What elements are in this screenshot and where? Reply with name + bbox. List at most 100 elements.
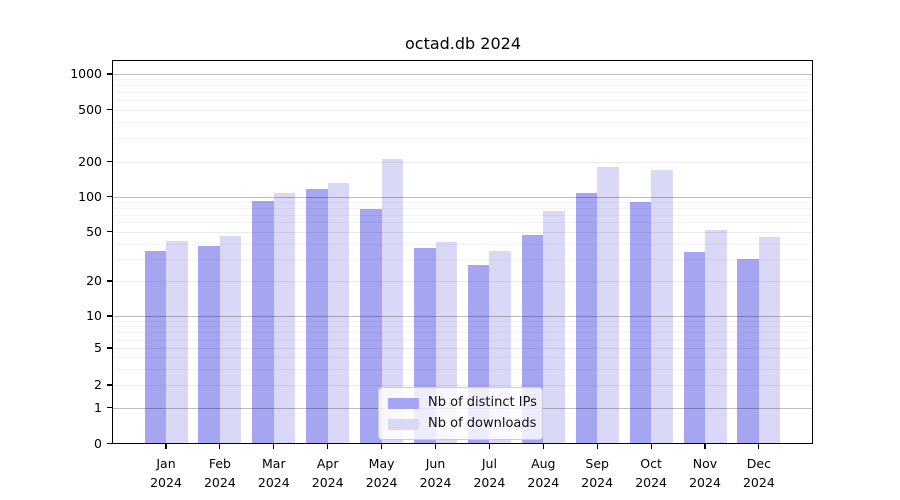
x-axis-tick-label: Nov 2024 (689, 456, 721, 490)
gridline-sub (113, 231, 812, 233)
bar-downloads-jan (166, 240, 188, 444)
bar-distinct-ips-apr (306, 189, 328, 444)
bar-distinct-ips-jan (144, 250, 166, 444)
x-axis-tick-label: Aug 2024 (527, 456, 560, 490)
x-axis-tick (488, 444, 490, 449)
gridline-minor (113, 332, 812, 334)
y-axis-tick (107, 315, 112, 317)
x-axis-tick (542, 444, 544, 449)
bar-distinct-ips-may (360, 209, 382, 444)
y-axis-tick-label: 20 (86, 273, 102, 288)
bar-distinct-ips-sep (575, 192, 598, 444)
y-axis-tick-label: 200 (78, 153, 102, 169)
y-axis-tick-label: 100 (78, 188, 102, 204)
x-axis-tick-label: Jul 2024 (473, 456, 506, 490)
bar-downloads-feb (219, 236, 242, 444)
bar-distinct-ips-dec (737, 259, 759, 444)
bar-downloads-apr (327, 183, 350, 444)
legend-entry-downloads: Nb of downloads (388, 416, 536, 432)
gridline-minor (113, 368, 812, 370)
x-axis-tick (381, 444, 383, 449)
bar-downloads-may (381, 158, 404, 444)
legend: Nb of distinct IPs Nb of downloads (378, 387, 543, 440)
gridline-minor (113, 138, 812, 140)
y-axis-tick-label: 5 (94, 340, 102, 355)
x-axis-tick (219, 444, 221, 449)
y-axis-tick (107, 108, 112, 111)
y-axis-tick-label: 10 (86, 308, 102, 323)
x-axis-tick-label: Jun 2024 (419, 456, 452, 490)
x-axis-tick-label: Apr 2024 (311, 456, 344, 490)
legend-swatch-downloads (388, 418, 419, 430)
x-axis-tick-label: Dec 2024 (742, 456, 775, 490)
y-axis-tick-label: 1000 (70, 66, 102, 81)
gridline-minor (113, 326, 812, 328)
x-axis-tick (434, 444, 437, 449)
x-axis-tick (650, 444, 652, 449)
x-axis-tick-label: Feb 2024 (203, 456, 236, 490)
gridline-sub (113, 385, 812, 386)
gridline-minor (113, 214, 812, 216)
x-axis-tick-label: Mar 2024 (257, 456, 290, 490)
x-axis-tick-label: Sep 2024 (581, 456, 614, 490)
bar-downloads-dec (758, 237, 781, 444)
x-axis-tick-label: May 2024 (365, 456, 398, 490)
gridline-sub (113, 109, 812, 111)
gridline-sub (113, 281, 812, 282)
gridline-minor (113, 222, 812, 224)
y-axis-tick (107, 195, 112, 198)
legend-label-downloads: Nb of downloads (428, 416, 537, 431)
gridline-sub (113, 161, 812, 163)
bar-downloads-sep (597, 166, 619, 444)
gridline-minor (113, 207, 812, 209)
gridline-minor (113, 259, 812, 261)
y-axis-tick (107, 73, 112, 75)
y-axis-tick (107, 230, 112, 233)
x-axis-tick-label: Oct 2024 (635, 456, 667, 490)
bar-distinct-ips-oct (629, 201, 652, 444)
y-axis-tick-label: 2 (94, 377, 102, 392)
gridline-major (113, 316, 812, 317)
bar-distinct-ips-nov (683, 252, 705, 444)
gridline-minor (113, 122, 812, 124)
gridline-minor (113, 357, 812, 358)
gridline-minor (113, 320, 812, 322)
gridline-minor (113, 100, 812, 102)
bar-downloads-mar (273, 192, 296, 444)
y-axis-tick-label: 50 (86, 223, 102, 239)
bar-distinct-ips-mar (252, 200, 274, 444)
legend-swatch-distinct-ips (388, 397, 419, 409)
gridline-major (113, 74, 812, 75)
x-axis-tick (327, 444, 329, 449)
bar-distinct-ips-feb (198, 246, 220, 444)
y-axis-tick (107, 406, 112, 409)
y-axis-tick (107, 384, 112, 386)
gridline-minor (113, 79, 812, 81)
gridline-minor (113, 201, 812, 203)
gridline-minor (113, 85, 812, 87)
y-axis-tick (107, 347, 112, 349)
legend-label-distinct-ips: Nb of distinct IPs (428, 395, 537, 410)
y-axis-tick (107, 160, 112, 163)
bar-downloads-oct (651, 169, 673, 444)
x-axis-tick (758, 444, 760, 449)
gridline-minor (113, 339, 812, 341)
x-axis-tick (273, 444, 275, 449)
x-axis-tick (596, 444, 598, 449)
x-axis-tick (704, 444, 706, 449)
gridline-minor (113, 243, 812, 245)
gridline-major (113, 196, 812, 198)
gridline-sub (113, 348, 812, 349)
bar-downloads-aug (543, 211, 565, 444)
y-axis-tick (107, 280, 112, 282)
gridline-minor (113, 92, 812, 94)
chart-title: octad.db 2024 (404, 34, 522, 53)
y-axis-tick-label: 500 (78, 101, 102, 117)
y-axis-tick (107, 442, 112, 445)
bar-downloads-nov (705, 229, 727, 444)
y-axis-tick-label: 0 (94, 435, 102, 451)
y-axis-tick-label: 1 (94, 399, 102, 415)
legend-entry-distinct-ips: Nb of distinct IPs (388, 395, 537, 411)
x-axis-tick (165, 444, 167, 449)
